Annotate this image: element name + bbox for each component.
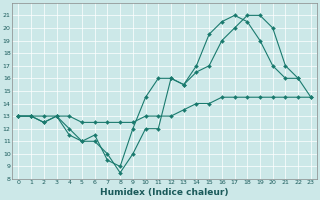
X-axis label: Humidex (Indice chaleur): Humidex (Indice chaleur)	[100, 188, 229, 197]
